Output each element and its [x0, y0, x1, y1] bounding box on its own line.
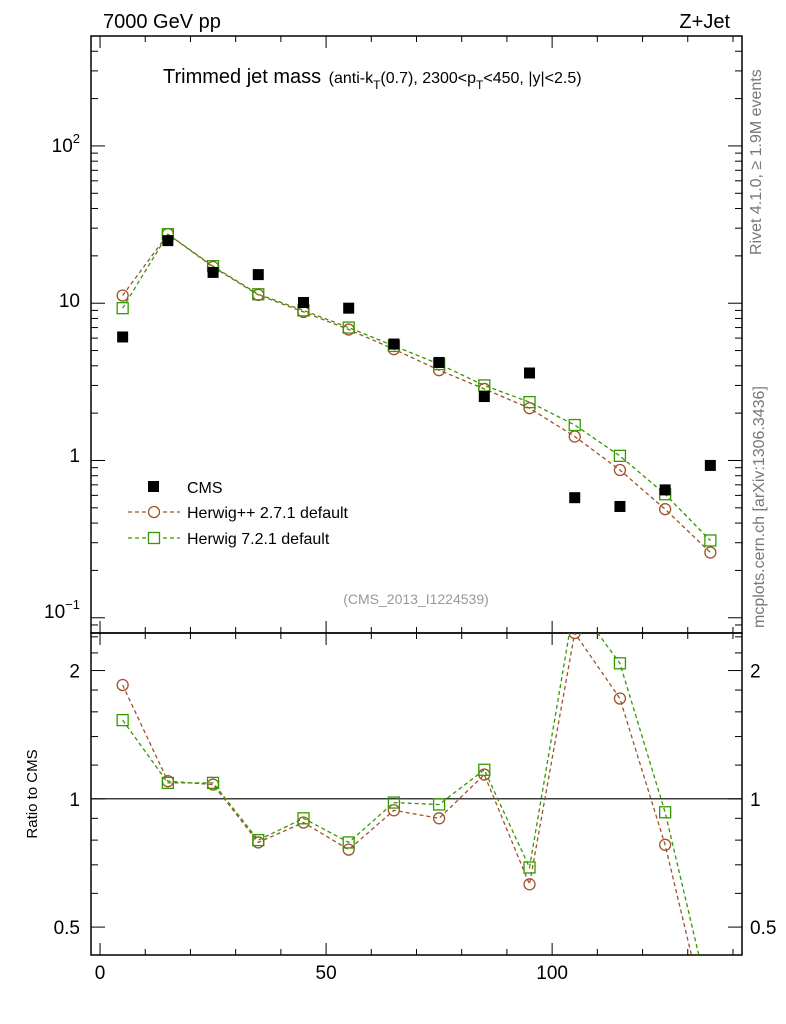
ratio-point-herwig-7-2-1-default [613, 657, 627, 670]
legend-label-herwigpp: Herwig++ 2.7.1 default [187, 505, 349, 522]
main-series-markers [116, 227, 717, 559]
data-point-herwig-7-2-1-default [704, 534, 717, 547]
ratio-series [116, 596, 716, 1009]
data-point-cms [388, 338, 400, 350]
analysis-id: (CMS_2013_I1224539) [343, 591, 489, 607]
legend-label-cms: CMS [187, 480, 223, 497]
ratio-point-herwig-2-7-1-default [478, 768, 491, 781]
ratio-plot-frame [90, 632, 743, 956]
x-tick-labels: 0 50 100 [95, 963, 568, 984]
ratio-y-tick-label: 1 [69, 790, 80, 811]
data-point-herwig-7-2-1-default [568, 418, 581, 432]
mcplots-label: mcplots.cern.ch [arXiv:1306.3436] [751, 386, 768, 628]
ratio-point-herwig-7-2-1-default [206, 776, 220, 790]
data-point-herwig-7-2-1-default [523, 395, 536, 409]
ratio-point-herwig-7-2-1-default [705, 998, 716, 1009]
ratio-point-herwig-2-7-1-default [658, 838, 672, 851]
ratio-point-herwig-7-2-1-default [342, 836, 355, 849]
main-y-tick-label-1: 1 [69, 446, 80, 467]
data-point-cms [433, 356, 445, 368]
data-point-cms [297, 297, 309, 309]
data-point-cms [343, 302, 355, 314]
data-point-cms [207, 266, 219, 278]
header-right-label: Z+Jet [679, 11, 730, 33]
ratio-point-herwig-2-7-1-default [523, 878, 536, 891]
legend-label-herwig7: Herwig 7.2.1 default [187, 531, 330, 548]
ratio-point-herwig-2-7-1-default [116, 678, 129, 692]
data-point-cms [252, 269, 264, 281]
ratio-y-tick-label-right: 2 [750, 662, 761, 683]
data-point-herwig-2-7-1-default [116, 289, 129, 302]
ratio-point-herwig-7-2-1-default [432, 798, 446, 811]
data-point-herwig-2-7-1-default [704, 546, 717, 559]
ratio-line-herwig-7-2-1-default [122, 633, 700, 955]
ratio-point-herwig-7-2-1-default [569, 596, 580, 607]
chart-title: Trimmed jet mass (anti-kT(0.7), 2300<pT<… [163, 66, 582, 92]
data-point-cms [659, 484, 671, 496]
ratio-y-tick-label: 0.5 [54, 918, 80, 939]
main-y-tick-label-100: 102 [52, 131, 80, 157]
ratio-point-herwig-7-2-1-default [478, 763, 491, 776]
data-point-cms [569, 492, 581, 504]
ratio-line-herwig-2-7-1-default [122, 633, 693, 955]
ratio-point-herwig-7-2-1-default [387, 796, 401, 809]
data-point-herwig-7-2-1-default [478, 379, 491, 392]
data-point-cms [162, 235, 174, 247]
main-y-tick-label-10: 10 [59, 291, 80, 312]
x-tick-label: 0 [95, 963, 106, 984]
ratio-point-herwig-7-2-1-default [658, 806, 672, 819]
x-tick-label: 50 [316, 963, 337, 984]
data-point-herwig-2-7-1-default [658, 503, 672, 516]
data-point-herwig-2-7-1-default [613, 463, 627, 477]
legend: CMS Herwig++ 2.7.1 default Herwig 7.2.1 … [128, 480, 349, 548]
data-point-cms [614, 500, 626, 512]
main-y-tick-label-0.1: 10−1 [44, 597, 80, 623]
ratio-point-herwig-7-2-1-default [116, 713, 129, 727]
ratio-point-herwig-7-2-1-default [523, 861, 536, 874]
series-line-herwig-7-2-1-default [122, 233, 711, 541]
ratio-y-tick-label: 2 [69, 662, 80, 683]
rivet-label: Rivet 4.1.0, ≥ 1.9M events [748, 69, 765, 255]
legend-marker-cms [148, 481, 159, 492]
data-point-herwig-7-2-1-default [116, 302, 129, 315]
main-series-lines [122, 233, 711, 553]
data-point-herwig-7-2-1-default [613, 449, 627, 463]
ratio-point-herwig-2-7-1-default [387, 804, 401, 817]
ratio-point-herwig-2-7-1-default [342, 843, 355, 856]
ratio-point-herwig-7-2-1-default [297, 812, 310, 825]
ratio-y-axis-label: Ratio to CMS [24, 749, 41, 838]
legend-marker-herwig7 [147, 531, 161, 545]
legend-marker-herwigpp [147, 505, 161, 519]
ratio-point-herwig-2-7-1-default [613, 692, 627, 705]
header-left-label: 7000 GeV pp [103, 11, 221, 33]
data-point-cms [117, 331, 129, 343]
ratio-y-tick-label-right: 0.5 [750, 918, 776, 939]
ratio-point-herwig-2-7-1-default [432, 812, 446, 825]
ratio-y-tick-label-right: 1 [750, 790, 761, 811]
main-y-tick-labels: 102 10 1 10−1 [44, 131, 80, 623]
ratio-point-herwig-7-2-1-default [252, 833, 265, 847]
ratio-point-herwig-7-2-1-default [161, 776, 175, 790]
ratio-y-tick-labels: 0.5 0.5 1 1 2 2 [54, 662, 777, 940]
ratio-point-herwig-2-7-1-default [568, 633, 581, 640]
data-point-cms [524, 367, 536, 379]
data-point-herwig-7-2-1-default [342, 321, 355, 334]
x-tick-label: 100 [536, 963, 568, 984]
data-point-herwig-7-2-1-default [252, 288, 265, 301]
series-line-herwig-2-7-1-default [122, 233, 711, 553]
data-point-cms [478, 391, 490, 403]
data-point-cms [704, 459, 716, 471]
